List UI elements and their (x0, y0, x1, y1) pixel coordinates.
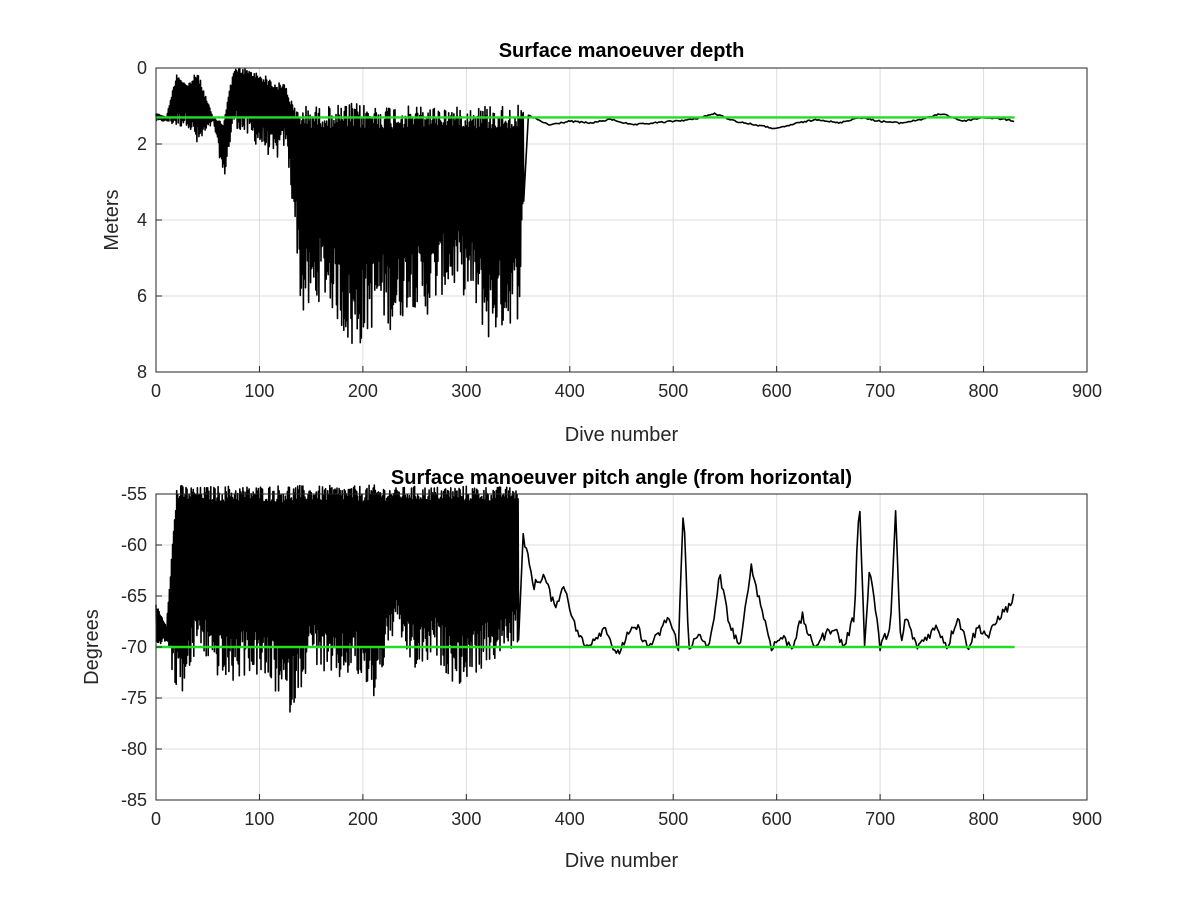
x-tick-label: 900 (1072, 381, 1102, 401)
x-tick-label: 600 (762, 381, 792, 401)
series-line (155, 68, 1015, 344)
x-tick-label: 100 (244, 381, 274, 401)
chart-title: Surface manoeuver pitch angle (from hori… (391, 467, 852, 489)
y-tick-label: -85 (121, 790, 147, 810)
depth-chart: 0 100 200 300 400 500 600 700 800 900 0 2 4 6 8 Surfac… (101, 40, 1102, 446)
x-tick-label: 700 (865, 381, 895, 401)
x-tick-label: 300 (451, 809, 481, 829)
data-marks (155, 484, 1015, 713)
data-marks (155, 68, 1015, 344)
y-tick-label: -80 (121, 739, 147, 759)
tick-labels: 0 100 200 300 400 500 600 700 800 900 -55 -60 -65 -70… (121, 484, 1102, 829)
y-tick-label: 0 (137, 58, 147, 78)
x-tick-label: 500 (658, 809, 688, 829)
y-tick-label: -70 (121, 637, 147, 657)
x-tick-label: 100 (244, 809, 274, 829)
y-tick-label: -75 (121, 688, 147, 708)
x-tick-label: 600 (762, 809, 792, 829)
chart-title: Surface manoeuver depth (499, 40, 745, 62)
y-tick-label: -60 (121, 535, 147, 555)
y-tick-label: 2 (137, 134, 147, 154)
y-tick-label: -55 (121, 484, 147, 504)
x-tick-label: 400 (555, 381, 585, 401)
x-tick-label: 0 (151, 381, 161, 401)
tick-labels: 0 100 200 300 400 500 600 700 800 900 0 2 4 6 8 (137, 58, 1102, 401)
x-tick-label: 500 (658, 381, 688, 401)
x-tick-label: 200 (348, 381, 378, 401)
x-axis-label: Dive number (565, 850, 679, 872)
x-tick-label: 700 (865, 809, 895, 829)
y-axis-label: Degrees (81, 609, 103, 685)
y-tick-label: 6 (137, 286, 147, 306)
pitch-chart: 0 100 200 300 400 500 600 700 800 900 -55 -60 -65 -70… (81, 467, 1102, 872)
y-tick-label: -65 (121, 586, 147, 606)
x-tick-label: 200 (348, 809, 378, 829)
x-axis-label: Dive number (565, 424, 679, 446)
series-line (155, 484, 1015, 713)
y-tick-label: 4 (137, 210, 147, 230)
x-tick-label: 300 (451, 381, 481, 401)
x-tick-label: 0 (151, 809, 161, 829)
x-tick-label: 400 (555, 809, 585, 829)
y-tick-label: 8 (137, 362, 147, 382)
x-tick-label: 800 (969, 381, 999, 401)
x-tick-label: 900 (1072, 809, 1102, 829)
y-axis-label: Meters (101, 189, 123, 250)
x-tick-label: 800 (969, 809, 999, 829)
